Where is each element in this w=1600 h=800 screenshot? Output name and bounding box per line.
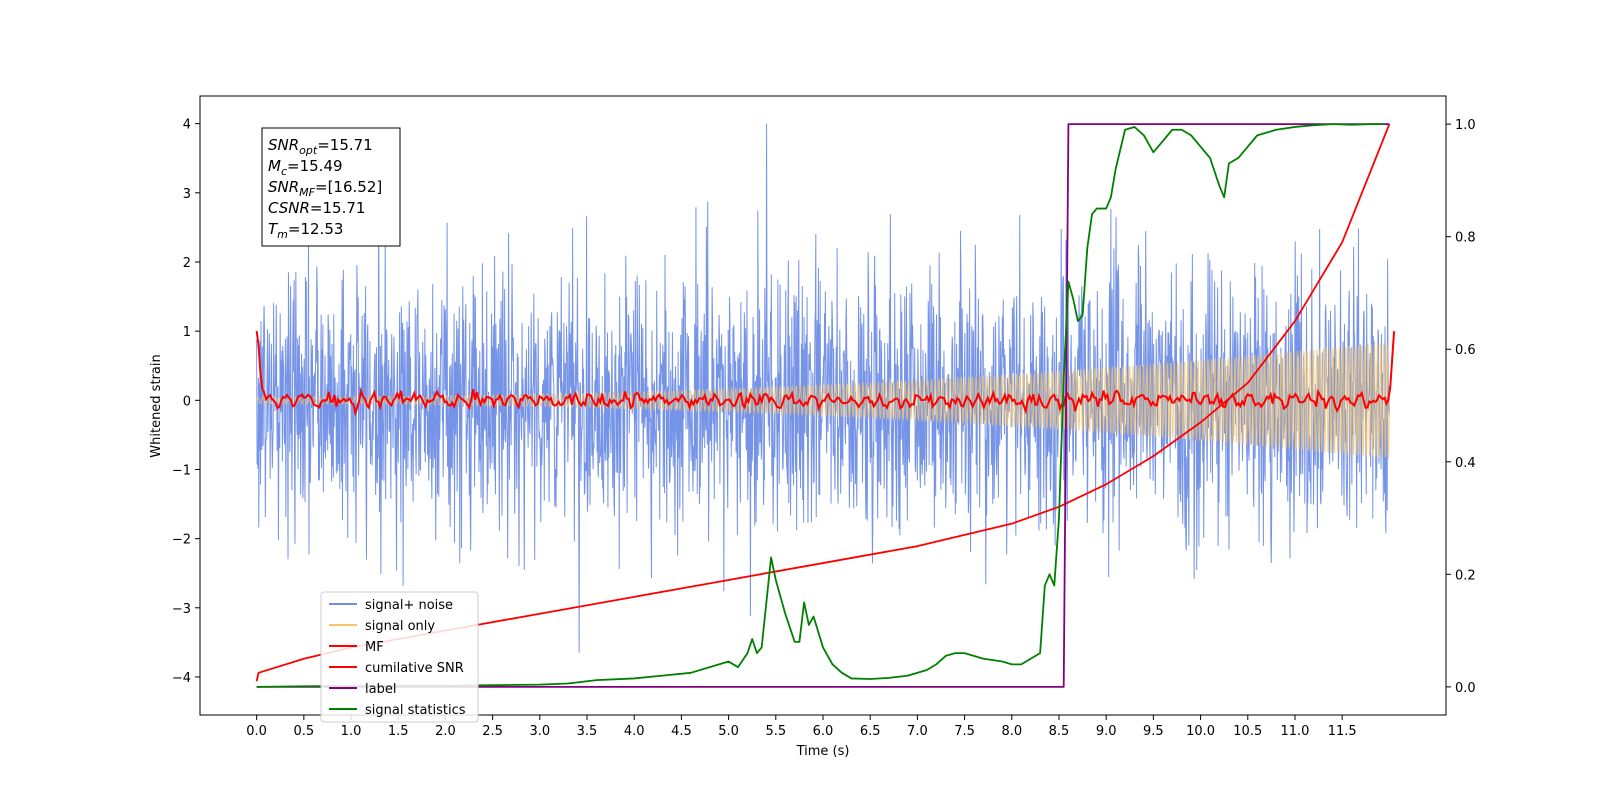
annotation-line: SNRopt=15.71	[268, 136, 373, 157]
x-tick-label: 2.0	[435, 724, 456, 739]
annotation-box: SNRopt=15.71Mc=15.49SNRMF=[16.52]CSNR=15…	[261, 127, 401, 247]
x-tick-label: 0.0	[246, 724, 267, 739]
y-tick-label: −4	[172, 671, 191, 686]
x-tick-label: 7.0	[907, 724, 928, 739]
x-tick-label: 6.0	[813, 724, 834, 739]
x-tick-label: 4.0	[624, 724, 645, 739]
x-tick-label: 10.0	[1186, 724, 1215, 739]
annotation-line: Mc=15.49	[268, 157, 343, 178]
x-tick-label: 6.5	[860, 724, 881, 739]
y-tick-label: 1	[183, 325, 191, 340]
x-tick-label: 7.5	[954, 724, 975, 739]
x-tick-label: 10.5	[1233, 724, 1262, 739]
legend-label: cumilative SNR	[365, 661, 464, 676]
y2-tick-label: 0.4	[1455, 456, 1476, 471]
x-tick-label: 9.0	[1096, 724, 1117, 739]
x-tick-label: 8.5	[1049, 724, 1070, 739]
y-axis-label: Whitened strain	[149, 354, 164, 457]
x-tick-label: 5.5	[765, 724, 786, 739]
legend-label: MF	[365, 640, 384, 655]
annotation-line: Tm=12.53	[268, 220, 343, 241]
axes: 0.0 0.5 1.0 1.5 2.0 2.5 3.0 3.5 4.0 4.5 5.0 5.5 6.0 6…	[172, 118, 1476, 739]
x-tick-label: 11.0	[1280, 724, 1309, 739]
x-tick-label: 5.0	[718, 724, 739, 739]
y-tick-label: 2	[183, 256, 191, 271]
annotation-line: CSNR=15.71	[268, 199, 365, 217]
x-tick-label: 2.5	[482, 724, 503, 739]
series-signal-noise	[256, 123, 1390, 653]
x-tick-label: 0.5	[293, 724, 314, 739]
y2-tick-label: 0.6	[1455, 343, 1476, 358]
x-tick-label: 1.0	[341, 724, 362, 739]
y2-tick-label: 0.8	[1455, 231, 1476, 246]
y2-tick-label: 0.2	[1455, 568, 1476, 583]
series-label	[256, 123, 1390, 688]
y-tick-label: −3	[172, 602, 191, 617]
y-tick-label: 3	[183, 187, 191, 202]
x-tick-label: 3.5	[577, 724, 598, 739]
legend-label: signal+ noise	[365, 598, 453, 613]
legend-label: signal statistics	[365, 703, 466, 718]
legend-label: signal only	[365, 619, 435, 634]
legend: signal+ noise signal only MF cumilative SNR…	[320, 591, 479, 723]
y2-tick-label: 1.0	[1455, 118, 1476, 133]
x-tick-label: 8.0	[1001, 724, 1022, 739]
x-tick-label: 11.5	[1328, 724, 1357, 739]
y-tick-label: 0	[183, 394, 191, 409]
x-tick-label: 4.5	[671, 724, 692, 739]
series-mf	[255, 331, 1396, 417]
x-axis-label: Time (s)	[796, 744, 850, 759]
series-signal-statistics	[256, 123, 1385, 688]
y-tick-label: −1	[172, 463, 191, 478]
y-tick-label: 4	[183, 118, 191, 133]
x-tick-label: 9.5	[1143, 724, 1164, 739]
x-tick-label: 1.5	[388, 724, 409, 739]
legend-label: label	[365, 682, 396, 697]
annotation-line: SNRMF=[16.52]	[268, 178, 382, 199]
x-tick-label: 3.0	[529, 724, 550, 739]
y-tick-label: −2	[172, 533, 191, 548]
y2-tick-label: 0.0	[1455, 681, 1476, 696]
